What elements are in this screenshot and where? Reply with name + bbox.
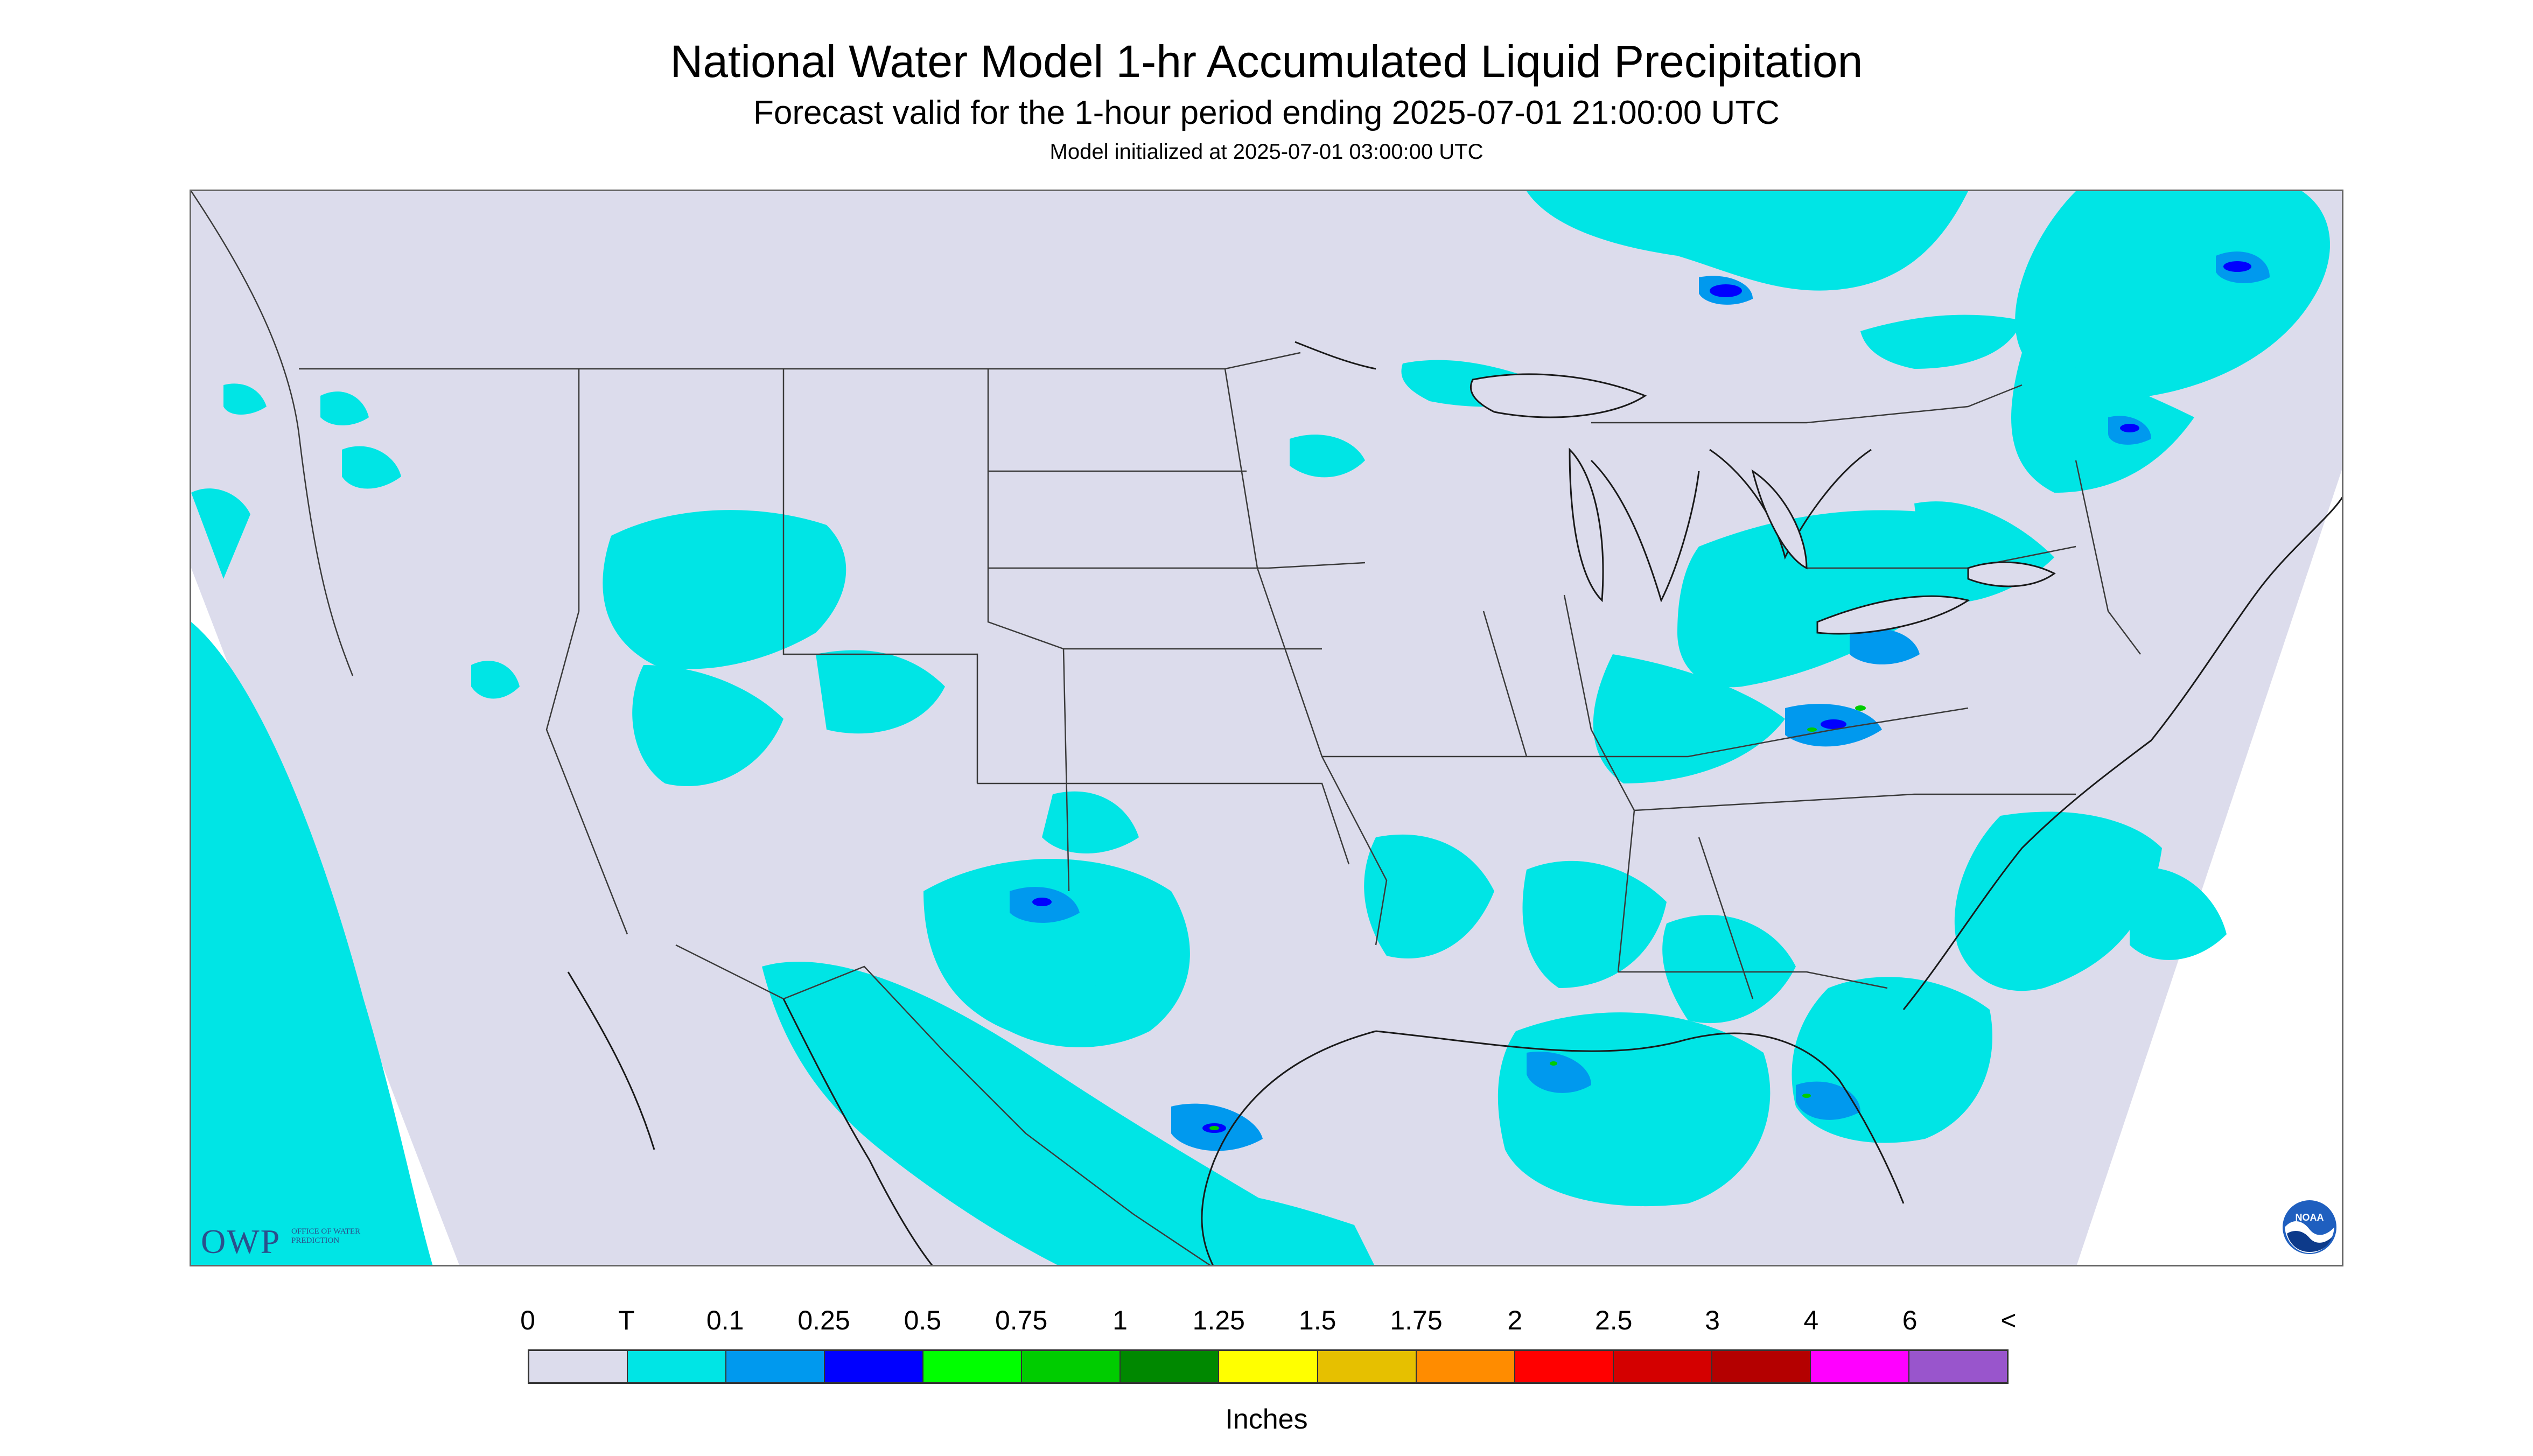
legend-tick-label: 1 <box>1112 1305 1128 1335</box>
legend-tick-label: 0 <box>520 1305 535 1335</box>
legend-swatch <box>1909 1351 2007 1382</box>
legend-swatch <box>1613 1351 1712 1382</box>
legend-tick-label: 1.75 <box>1390 1305 1443 1335</box>
legend-swatch <box>1416 1351 1515 1382</box>
legend-tick-label: 6 <box>1902 1305 1918 1335</box>
legend-swatch <box>726 1351 825 1382</box>
legend-tick-label: 2.5 <box>1594 1305 1633 1335</box>
legend-tick-label: 0.5 <box>904 1305 942 1335</box>
legend-swatch <box>923 1351 1023 1382</box>
map-canvas <box>191 191 2342 1265</box>
noaa-logo-icon: NOAA <box>2283 1200 2336 1254</box>
map-subtitle: Forecast valid for the 1-hour period end… <box>753 94 1780 131</box>
legend-swatch <box>1022 1351 1121 1382</box>
legend-swatch <box>1121 1351 1220 1382</box>
model-init-text: Model initialized at 2025-07-01 03:00:00… <box>1049 140 1484 164</box>
legend-swatch <box>1810 1351 1909 1382</box>
legend-swatch <box>529 1351 628 1382</box>
legend-tick-label: 2 <box>1507 1305 1523 1335</box>
precipitation-map: OWP OFFICE OF WATER PREDICTION NOAA <box>190 190 2343 1266</box>
legend-swatch <box>628 1351 727 1382</box>
precip-trace-areas <box>191 191 2331 1265</box>
coastlines <box>567 341 2342 1265</box>
legend-tick-label: 0.25 <box>797 1305 850 1335</box>
map-background <box>191 191 2342 1265</box>
precip-moderate-cores <box>1032 261 2251 1133</box>
legend-tick-label: < <box>2000 1305 2017 1335</box>
legend-colorbar <box>528 1349 2009 1384</box>
precip-heavy-flecks <box>1209 705 1866 1130</box>
owp-logo-text: OFFICE OF WATER PREDICTION <box>291 1227 361 1245</box>
legend-swatch <box>1318 1351 1417 1382</box>
legend-tick-label: 1.5 <box>1298 1305 1337 1335</box>
legend-tick-label: 4 <box>1803 1305 1819 1335</box>
owp-logo: OWP OFFICE OF WATER PREDICTION <box>201 1223 379 1261</box>
legend-swatch <box>1219 1351 1318 1382</box>
legend-tick-label: 0.1 <box>706 1305 744 1335</box>
legend-swatch <box>1712 1351 1811 1382</box>
legend-units: Inches <box>1225 1404 1308 1435</box>
great-lakes <box>1470 373 2056 635</box>
legend-tick-label: 3 <box>1705 1305 1720 1335</box>
owp-logo-mark: OWP <box>201 1222 281 1261</box>
noaa-logo-text: NOAA <box>2296 1212 2324 1223</box>
map-title: National Water Model 1-hr Accumulated Li… <box>670 36 1863 87</box>
legend-swatch <box>1515 1351 1614 1382</box>
legend-tick-label: 1.25 <box>1192 1305 1245 1335</box>
legend-tick-label: 0.75 <box>995 1305 1048 1335</box>
legend-swatch <box>825 1351 924 1382</box>
outside-projection-right <box>2077 470 2342 1265</box>
legend-tick-label: T <box>618 1305 635 1335</box>
